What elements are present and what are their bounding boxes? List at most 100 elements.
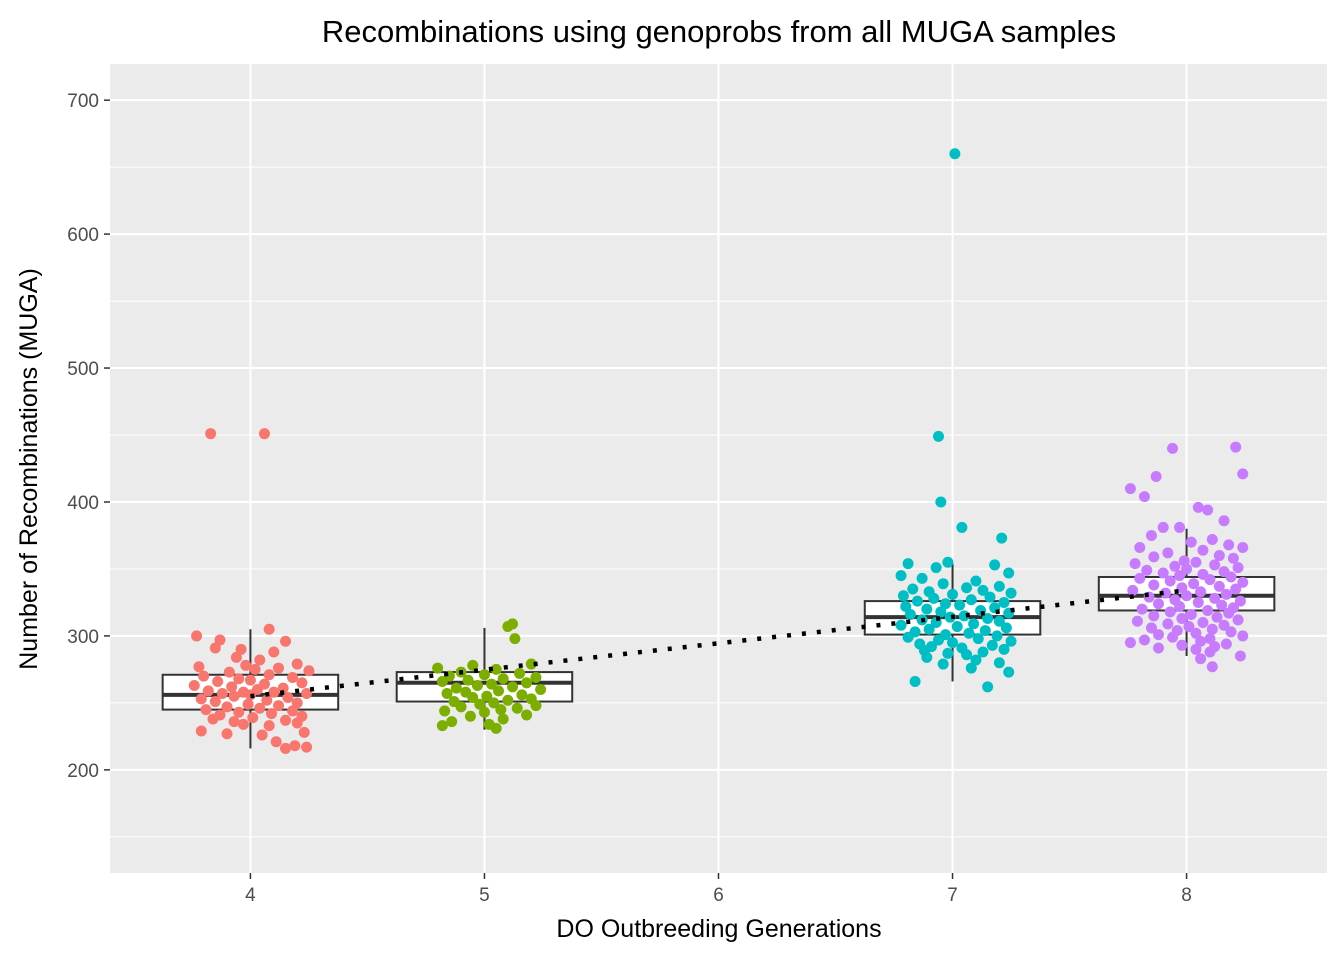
data-point [1225,571,1237,583]
data-point [268,686,280,698]
x-tick-label: 4 [245,885,256,906]
x-tick-label: 6 [713,885,724,906]
data-point [481,690,493,702]
data-point [1197,617,1209,629]
data-point [287,671,299,683]
data-point [223,666,235,678]
data-point [191,630,203,642]
data-point [1127,584,1139,596]
data-point [972,633,984,645]
data-point [209,696,221,708]
data-point [198,670,210,682]
data-point [237,718,249,730]
data-point [493,685,505,697]
data-point [205,428,217,440]
data-point [942,556,954,568]
data-point [895,619,907,631]
data-point [1195,586,1207,598]
data-point [1141,564,1153,576]
data-point [1176,613,1188,625]
data-point [900,600,912,612]
data-point [1148,551,1160,563]
data-point [439,705,451,717]
data-point [530,671,542,683]
data-point [1204,574,1216,586]
y-axis-title: Number of Recombinations (MUGA) [15,268,43,670]
data-point [242,698,254,710]
data-point [462,674,474,686]
data-point [1134,572,1146,584]
data-point [1169,560,1181,572]
data-point [965,594,977,606]
data-point [291,658,303,670]
x-tick-label: 7 [947,885,958,906]
data-point [977,646,989,658]
data-point [954,599,966,611]
data-point [270,736,282,748]
data-point [1134,542,1146,554]
data-point [1124,483,1136,495]
data-point [923,623,935,635]
data-point [298,726,310,738]
data-point [209,642,221,654]
data-point [961,582,973,594]
data-point [207,713,219,725]
data-point [230,651,242,663]
data-point [902,558,914,570]
data-point [497,713,509,725]
data-point [1237,468,1249,480]
data-point [1218,515,1230,527]
data-point [1138,634,1150,646]
y-axis-ticks: 200 300 400 500 600 700 [67,91,110,782]
data-point [979,625,991,637]
data-point [970,575,982,587]
data-point [200,704,212,716]
data-point [998,643,1010,655]
data-point [1174,521,1186,533]
data-point [233,706,245,718]
data-point [993,580,1005,592]
data-point [1164,606,1176,618]
data-point [1181,590,1193,602]
data-point [940,598,952,610]
data-point [446,716,458,728]
data-point [432,662,444,674]
data-point [535,684,547,696]
data-point [935,606,947,618]
data-point [516,689,528,701]
data-point [1174,600,1186,612]
data-point [1162,618,1174,630]
data-point [930,562,942,574]
data-point [991,630,1003,642]
y-tick-label: 500 [67,359,99,380]
data-point [1223,539,1235,551]
data-point [1150,471,1162,483]
data-point [436,720,448,732]
data-point [963,627,975,639]
data-point [1213,580,1225,592]
data-point [1005,587,1017,599]
data-point [455,701,467,713]
data-point [303,665,315,677]
data-point [226,681,238,693]
data-point [495,704,507,716]
data-point [907,583,919,595]
data-point [1206,623,1218,635]
data-point [502,694,514,706]
data-point [258,428,270,440]
data-point [1227,552,1239,564]
data-point [998,596,1010,608]
data-point [1003,666,1015,678]
y-tick-label: 600 [67,225,99,246]
data-point [1145,622,1157,634]
data-point [1176,639,1188,651]
data-point [188,679,200,691]
x-axis-title: DO Outbreeding Generations [556,915,881,943]
data-point [1160,587,1172,599]
data-point [968,618,980,630]
data-point [1136,603,1148,615]
data-point [1213,550,1225,562]
data-point [1237,630,1249,642]
data-point [488,697,500,709]
data-point [273,700,285,712]
